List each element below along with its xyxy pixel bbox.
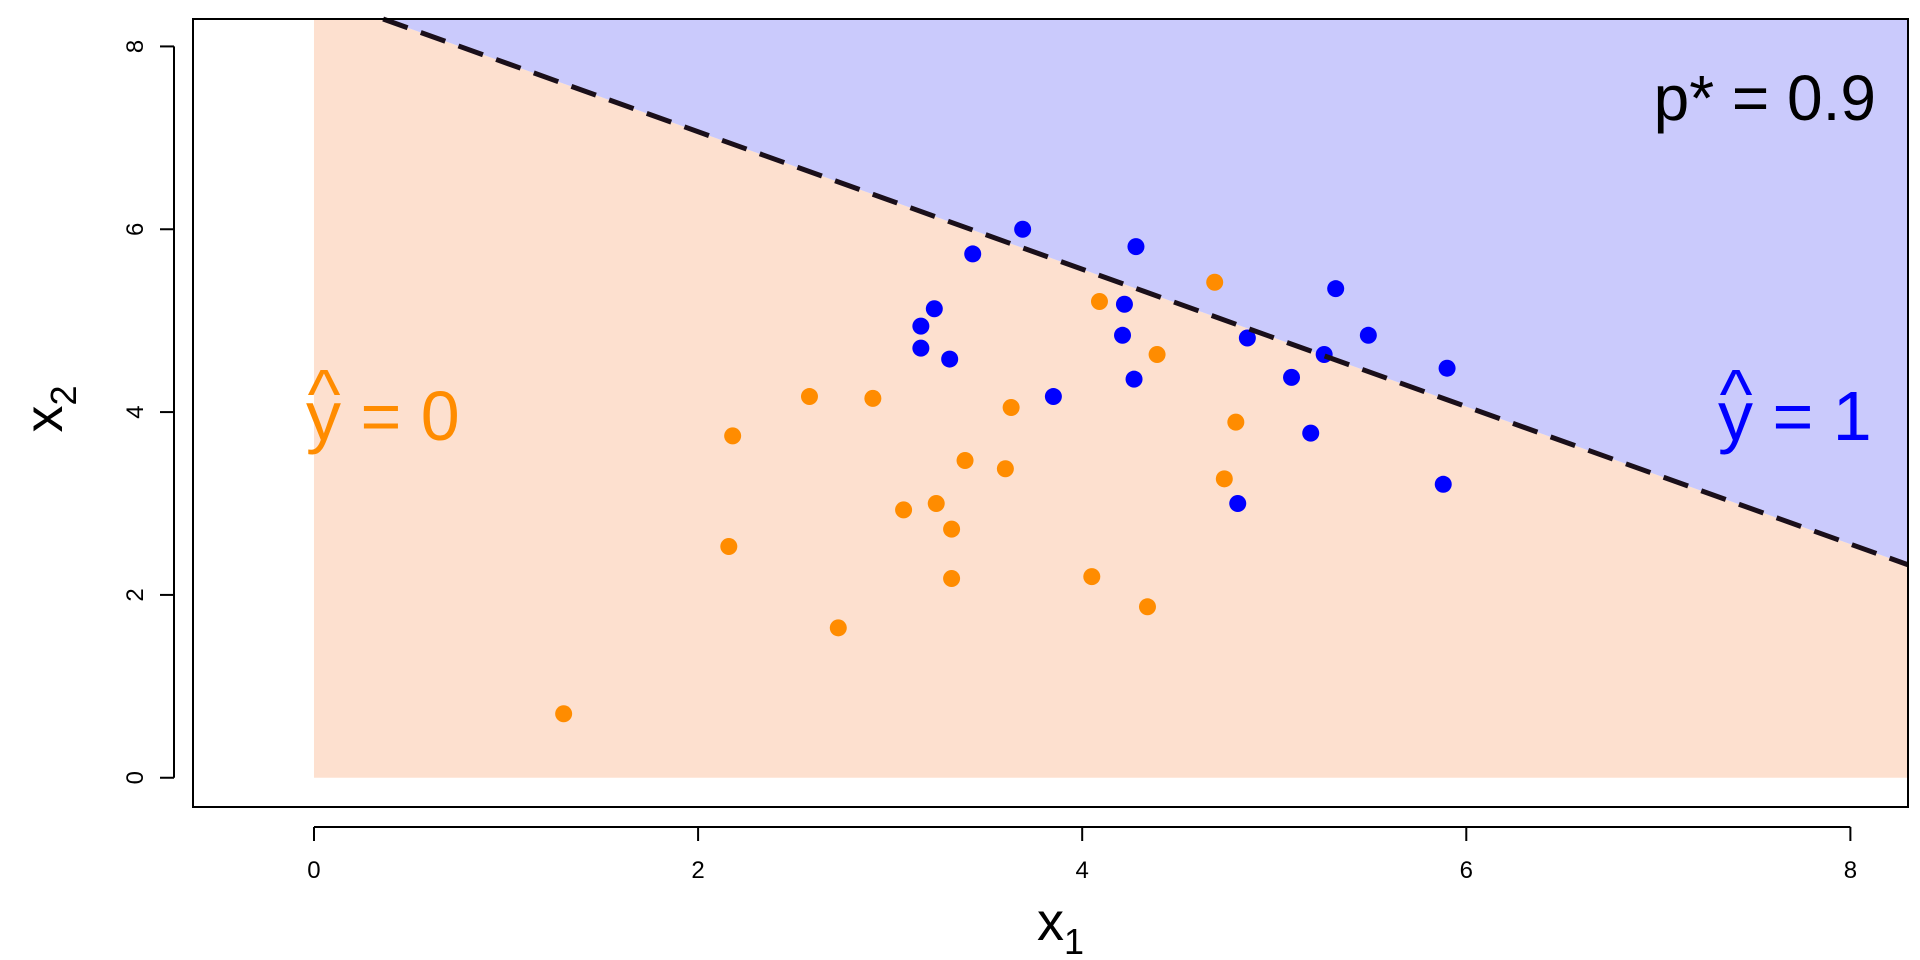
data-point-series-1 (912, 339, 930, 357)
data-point-series-0 (1215, 470, 1233, 488)
data-point-series-0 (1206, 273, 1224, 291)
x-tick-label: 4 (1076, 857, 1089, 884)
plot-frame (192, 18, 1909, 808)
data-point-series-0 (829, 619, 847, 637)
data-point-series-0 (956, 452, 974, 470)
y-tick-label: 2 (122, 588, 149, 601)
x-tick-label: 8 (1844, 857, 1857, 884)
data-point-series-0 (943, 520, 961, 538)
region-y-hat-0 (313, 19, 1909, 778)
data-point-series-1 (1115, 295, 1133, 313)
threshold-annotation: p* = 0.9 (1654, 62, 1876, 134)
data-point-series-1 (912, 317, 930, 335)
x-tick-label: 6 (1460, 857, 1473, 884)
data-point-series-0 (996, 460, 1014, 478)
y-tick-label: 6 (122, 223, 149, 236)
y-tick-label: 0 (122, 771, 149, 784)
region-label-text: y = 1 (1718, 377, 1872, 455)
data-point-series-0 (724, 427, 742, 445)
data-point-series-1 (964, 245, 982, 263)
hat-symbol: ^ (308, 355, 341, 433)
data-point-series-0 (1090, 292, 1108, 310)
x-axis: 0 2 4 6 8 (307, 826, 1857, 884)
data-point-series-0 (1002, 399, 1020, 417)
y-axis-title: x2 (14, 385, 84, 432)
data-point-series-1 (1044, 388, 1062, 406)
data-point-series-1 (1359, 326, 1377, 344)
hat-symbol: ^ (1720, 355, 1753, 433)
data-point-series-1 (1127, 238, 1145, 256)
data-point-series-0 (943, 569, 961, 587)
data-point-series-0 (1083, 568, 1101, 586)
y-tick-label: 4 (122, 405, 149, 418)
data-point-series-1 (925, 300, 943, 318)
data-point-series-1 (1114, 326, 1132, 344)
data-point-series-0 (800, 388, 818, 406)
decision-boundary (382, 16, 1909, 568)
data-point-series-0 (927, 495, 945, 513)
data-point-series-1 (1125, 370, 1143, 388)
data-point-series-1 (1327, 280, 1345, 298)
x-tick-label: 0 (307, 857, 320, 884)
data-points (555, 220, 1456, 723)
data-point-series-0 (720, 537, 738, 555)
region-label-y-hat-1: ^ y = 1 (1718, 355, 1872, 455)
data-point-series-1 (1302, 424, 1320, 442)
data-point-series-1 (1283, 368, 1301, 386)
data-point-series-0 (1148, 345, 1166, 363)
data-point-series-1 (1014, 220, 1032, 238)
data-point-series-0 (1227, 413, 1245, 431)
data-point-series-0 (555, 705, 573, 723)
data-point-series-0 (864, 389, 882, 407)
x-axis-title: x1 (1037, 892, 1084, 960)
region-label-text: y = 0 (306, 377, 460, 455)
data-point-series-0 (1138, 598, 1156, 616)
y-tick-label: 8 (122, 40, 149, 53)
data-point-series-1 (1434, 475, 1452, 493)
region-label-y-hat-0: ^ y = 0 (306, 355, 460, 455)
data-point-series-1 (1229, 495, 1247, 513)
data-point-series-0 (895, 501, 913, 519)
x-tick-label: 2 (691, 857, 704, 884)
data-point-series-1 (1238, 329, 1256, 347)
data-point-series-1 (1438, 359, 1456, 377)
data-point-series-1 (941, 350, 959, 368)
y-axis: 0 2 4 6 8 (122, 40, 175, 784)
